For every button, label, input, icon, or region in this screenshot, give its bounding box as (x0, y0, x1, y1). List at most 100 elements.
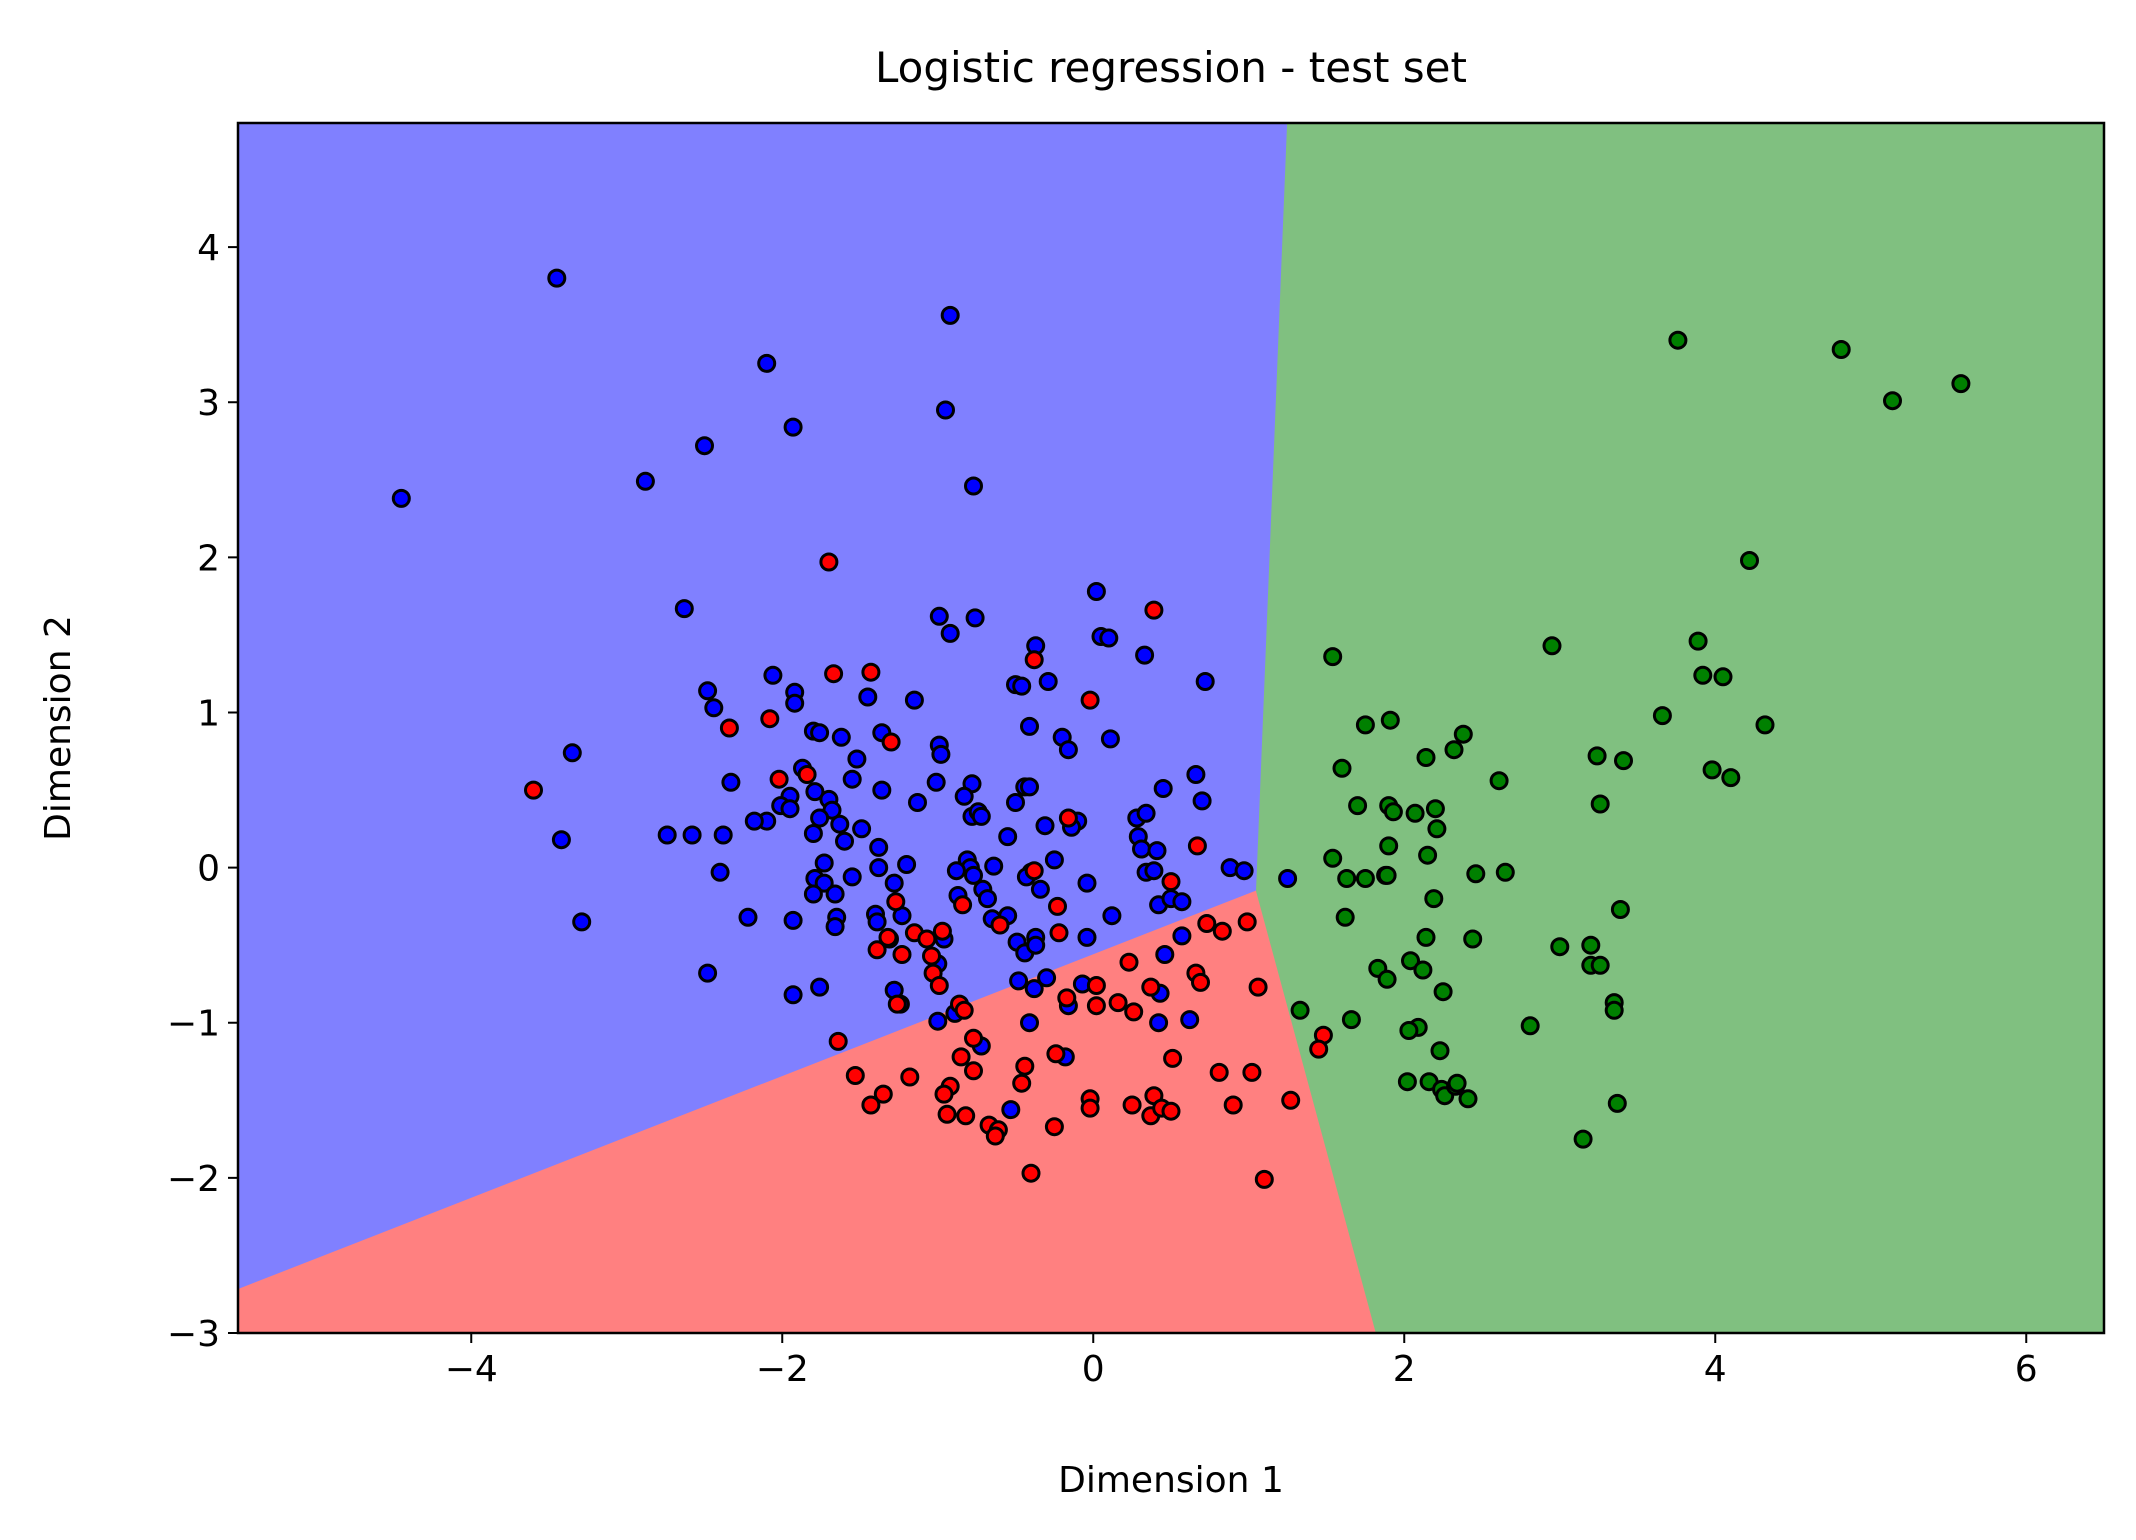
point-blue (1278, 869, 1298, 888)
point-blue (897, 855, 917, 874)
point-blue (698, 681, 718, 701)
point-red (819, 552, 839, 572)
point-blue (971, 806, 991, 826)
point-blue (1024, 979, 1044, 999)
point-red (985, 1126, 1005, 1146)
point-red (769, 769, 789, 789)
point-green (1610, 900, 1630, 919)
point-green (1458, 1089, 1478, 1109)
point-green (1590, 794, 1610, 814)
point-green (1379, 836, 1399, 856)
point-blue (1195, 672, 1215, 691)
point-blue (1099, 628, 1119, 648)
point-red (1108, 993, 1128, 1013)
point-blue (954, 786, 974, 806)
point-green (1444, 740, 1464, 760)
point-green (1740, 551, 1759, 570)
point-green (1693, 665, 1713, 685)
point-blue (674, 599, 694, 619)
point-green (1581, 935, 1601, 955)
point-blue (695, 436, 714, 456)
point-red (1021, 1163, 1041, 1183)
point-red (964, 1061, 983, 1081)
point-blue (835, 831, 854, 851)
point-green (1380, 710, 1400, 730)
point-blue (872, 780, 892, 800)
point-green (1397, 1072, 1417, 1092)
point-red (929, 976, 949, 995)
point-red (1223, 1095, 1243, 1115)
point-green (1341, 1010, 1361, 1030)
point-blue (984, 856, 1004, 876)
x-axis-label: Dimension 1 (1058, 1460, 1284, 1501)
x-axis: −4 −2 0 2 4 6 (445, 1333, 2038, 1390)
point-blue (657, 825, 677, 845)
point-blue (965, 608, 985, 628)
y-tick-label: 4 (197, 228, 220, 269)
point-blue (1058, 740, 1078, 760)
point-red (1187, 836, 1207, 856)
point-green (1721, 768, 1741, 788)
point-red (1086, 996, 1106, 1016)
point-green (1453, 724, 1473, 744)
point-green (1323, 848, 1343, 868)
point-green (1416, 927, 1436, 947)
point-red (1048, 896, 1067, 916)
point-blue (998, 827, 1018, 847)
point-red (878, 927, 898, 947)
point-green (1652, 706, 1672, 726)
point-green (1424, 889, 1444, 909)
point-red (922, 946, 941, 966)
point-blue (1180, 1010, 1200, 1030)
point-green (1590, 955, 1610, 975)
point-red (1024, 861, 1044, 881)
decision-regions (237, 122, 2105, 1334)
point-blue (867, 912, 887, 932)
point-blue (884, 873, 904, 893)
point-green (1405, 803, 1425, 823)
point-red (937, 1104, 957, 1124)
point-red (951, 1047, 971, 1067)
point-green (1607, 1093, 1627, 1113)
point-blue (710, 862, 730, 882)
point-blue (738, 907, 758, 927)
point-blue (757, 353, 777, 373)
point-blue (572, 912, 592, 932)
point-blue (810, 977, 830, 997)
x-tick-label: 4 (1704, 1349, 1727, 1390)
y-tick-label: 2 (197, 538, 220, 579)
point-green (1951, 374, 1971, 394)
point-blue (1135, 645, 1155, 665)
point-red (1058, 808, 1078, 828)
point-red (797, 765, 817, 784)
point-green (1335, 907, 1355, 927)
point-blue (1192, 791, 1212, 811)
point-green (1831, 340, 1851, 359)
point-green (1430, 1041, 1450, 1061)
point-blue (1001, 1100, 1021, 1120)
point-red (873, 1084, 893, 1104)
point-red (1015, 1056, 1035, 1076)
point-green (1495, 862, 1515, 882)
point-red (964, 1028, 983, 1048)
point-blue (814, 853, 834, 873)
point-green (1573, 1129, 1593, 1149)
y-tick-label: −2 (167, 1159, 220, 1200)
point-blue (1012, 676, 1032, 696)
point-red (1144, 600, 1164, 620)
point-blue (803, 824, 823, 843)
point-red (1242, 1062, 1262, 1082)
point-green (1713, 667, 1733, 687)
point-red (1163, 1048, 1183, 1068)
point-green (1416, 748, 1436, 767)
point-blue (1077, 927, 1097, 947)
point-green (1755, 715, 1775, 735)
point-red (1024, 650, 1044, 670)
point-blue (842, 867, 862, 887)
point-blue (551, 830, 571, 850)
point-red (824, 664, 844, 684)
point-blue (1153, 779, 1173, 798)
point-blue (929, 606, 949, 626)
point-red (867, 940, 887, 960)
point-green (1702, 760, 1722, 780)
